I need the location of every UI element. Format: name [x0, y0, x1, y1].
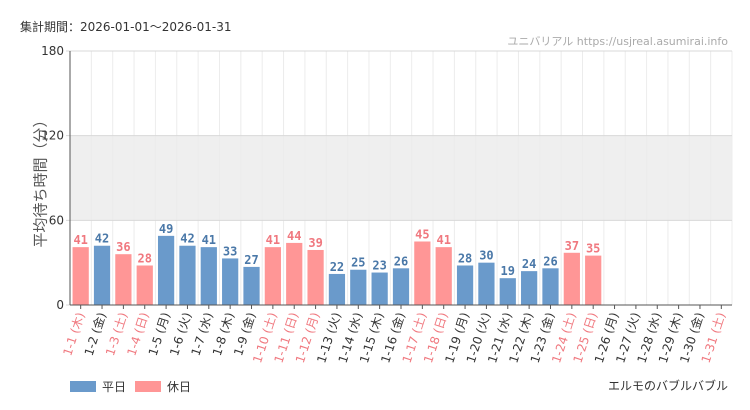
y-tick-label: 120	[41, 129, 64, 143]
shaded-band	[70, 135, 732, 221]
data-label: 22	[330, 260, 344, 274]
bar	[328, 273, 346, 305]
data-label: 41	[202, 233, 216, 247]
y-tick-label: 0	[56, 298, 64, 312]
data-label: 25	[351, 256, 365, 270]
period-label: 集計期間：2026-01-01～2026-01-31	[20, 20, 232, 34]
data-label: 33	[223, 244, 237, 258]
data-label: 41	[436, 233, 450, 247]
source-credit: ユニバリアル https://usjreal.asumirai.info	[507, 35, 728, 48]
bar	[371, 272, 388, 305]
legend-holiday-label: 休日	[167, 380, 192, 394]
data-label: 44	[287, 229, 301, 243]
bar	[243, 266, 260, 305]
bar	[542, 268, 559, 305]
data-label: 19	[501, 264, 515, 278]
bar	[115, 254, 132, 305]
bar	[456, 265, 474, 305]
bar	[392, 268, 410, 305]
bar	[350, 269, 367, 305]
data-label: 41	[266, 233, 280, 247]
y-tick-label: 180	[41, 44, 64, 58]
legend-holiday: 休日	[135, 378, 191, 395]
attraction-name: エルモのバブルバブル	[607, 379, 728, 393]
bar	[200, 247, 217, 305]
bar	[222, 258, 239, 305]
bar	[72, 247, 89, 305]
bar	[478, 262, 495, 305]
bar	[136, 265, 153, 305]
bar	[157, 235, 175, 305]
bar	[521, 271, 538, 305]
bar	[93, 245, 111, 305]
data-label: 28	[458, 251, 472, 265]
data-label: 28	[138, 251, 152, 265]
bar	[179, 245, 196, 305]
bar	[307, 249, 324, 305]
data-label: 45	[415, 228, 429, 242]
data-label: 30	[479, 249, 493, 263]
legend-weekday-label: 平日	[102, 380, 127, 394]
bar	[286, 242, 303, 305]
data-label: 41	[73, 233, 87, 247]
bar	[499, 278, 516, 305]
data-label: 24	[522, 257, 536, 271]
bar	[563, 252, 580, 305]
data-label: 37	[565, 239, 579, 253]
bar	[585, 255, 602, 305]
legend-holiday-swatch	[135, 381, 161, 392]
data-label: 26	[394, 254, 408, 268]
legend-weekday-swatch	[70, 381, 96, 392]
data-label: 42	[95, 232, 109, 246]
data-label: 42	[180, 232, 194, 246]
data-label: 36	[116, 240, 130, 254]
y-tick-label: 60	[49, 213, 64, 227]
data-label: 49	[159, 222, 173, 236]
data-label: 27	[244, 253, 258, 267]
data-label: 26	[543, 254, 557, 268]
bar	[414, 241, 431, 305]
data-label: 23	[372, 259, 386, 273]
data-label: 39	[308, 236, 322, 250]
bar	[264, 247, 281, 305]
legend-weekday: 平日	[70, 378, 126, 395]
bar	[435, 247, 452, 305]
data-label: 35	[586, 242, 600, 256]
